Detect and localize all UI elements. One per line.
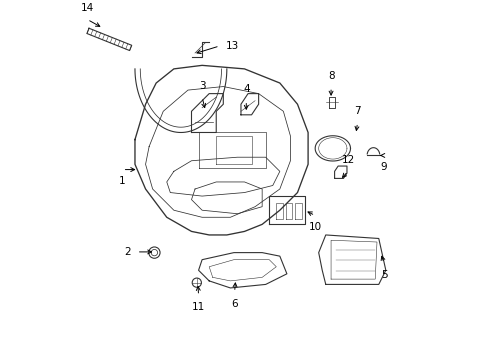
- Text: 5: 5: [380, 270, 386, 280]
- Text: 13: 13: [225, 41, 239, 51]
- Text: 14: 14: [81, 3, 94, 13]
- Text: 4: 4: [243, 84, 249, 94]
- Text: 12: 12: [341, 155, 354, 165]
- Text: 2: 2: [123, 247, 130, 257]
- Text: 7: 7: [353, 106, 360, 116]
- Text: 3: 3: [199, 81, 205, 91]
- Text: 6: 6: [231, 298, 238, 309]
- Text: 9: 9: [380, 162, 386, 172]
- Text: 10: 10: [308, 222, 321, 232]
- Text: 11: 11: [192, 302, 205, 312]
- Text: 8: 8: [327, 71, 334, 81]
- Text: 1: 1: [119, 176, 125, 186]
